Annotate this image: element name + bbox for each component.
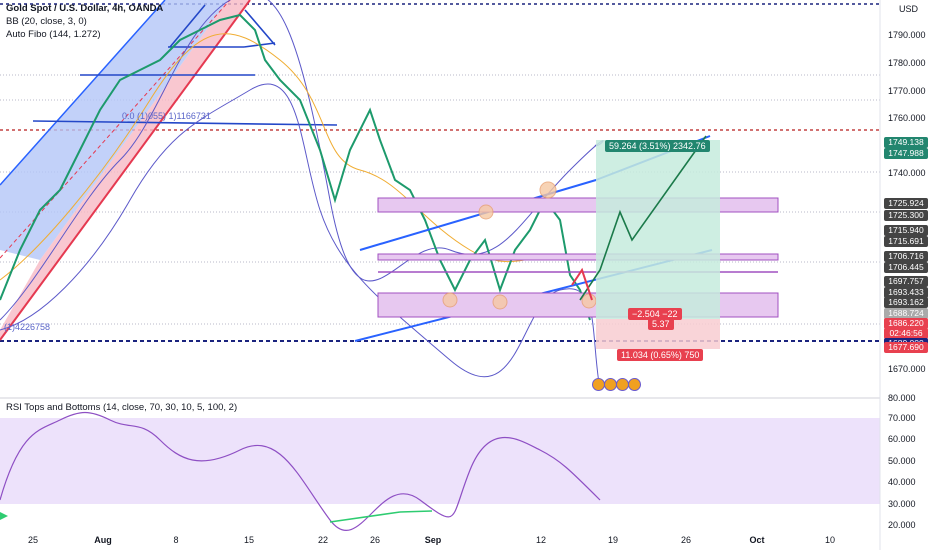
x-tick: 25 (27, 535, 39, 545)
price-label[interactable]: 02:46:56 (884, 328, 928, 339)
y-tick: 1790.000 (888, 30, 926, 40)
measure-box-1[interactable]: −2.504 −22 (628, 308, 682, 320)
target-box[interactable]: 59.264 (3.51%) 2342.76 (605, 140, 710, 152)
symbol-title[interactable]: Gold Spot / U.S. Dollar, 4h, OANDA (6, 3, 164, 14)
x-tick: Aug (94, 535, 112, 545)
rsi-legend[interactable]: RSI Tops and Bottoms (14, close, 70, 30,… (6, 402, 238, 413)
y-tick: 1780.000 (888, 58, 926, 68)
stop-box[interactable]: 11.034 (0.65%) 750 (617, 349, 704, 361)
x-tick: 10 (824, 535, 836, 545)
event-icon[interactable] (628, 378, 641, 391)
price-label[interactable]: 1697.757 (884, 276, 928, 287)
channel-top-line[interactable] (0, 0, 166, 186)
price-label[interactable]: 1715.691 (884, 236, 928, 247)
x-tick: 26 (680, 535, 692, 545)
price-label[interactable]: 1693.433 (884, 287, 928, 298)
price-label[interactable]: 1725.300 (884, 210, 928, 221)
x-tick: 12 (535, 535, 547, 545)
price-label[interactable]: 1688.724 (884, 308, 928, 319)
y-tick: 1770.000 (888, 86, 926, 96)
price-label[interactable]: 1725.924 (884, 198, 928, 209)
rsi-tick: 50.000 (888, 456, 916, 466)
fibo-level-label-1: 0.0 (1)055) 1)1166731 (122, 111, 211, 121)
rsi-tick: 20.000 (888, 520, 916, 530)
price-label[interactable]: 1747.988 (884, 148, 928, 159)
y-tick: 1760.000 (888, 113, 926, 123)
rsi-tick: 80.000 (888, 393, 916, 403)
fibo-level-label-2: (1)4226758 (4, 322, 51, 332)
currency-label[interactable]: USD (898, 4, 918, 14)
rsi-tick: 30.000 (888, 499, 916, 509)
rsi-line (0, 411, 601, 531)
price-label[interactable]: 1686.220 (884, 318, 928, 329)
channel-bottom-line[interactable] (0, 0, 251, 341)
bb-lower (0, 83, 601, 391)
price-label[interactable]: 1706.716 (884, 251, 928, 262)
x-tick: 8 (173, 535, 179, 545)
price-label[interactable]: 1706.445 (884, 262, 928, 273)
rsi-tick: 70.000 (888, 413, 916, 423)
rsi-div-2 (399, 510, 433, 513)
zone-mid[interactable] (377, 253, 779, 261)
rsi-tick: 60.000 (888, 434, 916, 444)
price-label[interactable]: 1715.940 (884, 225, 928, 236)
fibo-legend[interactable]: Auto Fibo (144, 1.272) (6, 29, 101, 40)
touch-markers (442, 181, 597, 310)
rsi-band (0, 418, 880, 504)
x-tick: Oct (749, 535, 765, 545)
projection-path[interactable] (579, 135, 707, 301)
rsi-div-1 (329, 511, 401, 523)
x-tick: 19 (607, 535, 619, 545)
rsi-tick: 40.000 (888, 477, 916, 487)
bb-legend[interactable]: BB (20, close, 3, 0) (6, 16, 87, 27)
drop-path (571, 267, 593, 301)
y-tick: 1740.000 (888, 168, 926, 178)
x-tick: 26 (369, 535, 381, 545)
x-tick: 22 (317, 535, 329, 545)
x-tick: Sep (424, 535, 442, 545)
x-tick: 15 (243, 535, 255, 545)
rsi-arrow (0, 512, 8, 520)
candles (0, 13, 591, 321)
measure-box-2[interactable]: 5.37 (648, 318, 674, 330)
wedge-upper[interactable] (359, 179, 597, 251)
price-label[interactable]: 1677.690 (884, 342, 928, 353)
price-label[interactable]: 1749.138 (884, 137, 928, 148)
target-zone[interactable] (596, 140, 720, 319)
price-label[interactable]: 1693.162 (884, 297, 928, 308)
y-tick: 1670.000 (888, 364, 926, 374)
